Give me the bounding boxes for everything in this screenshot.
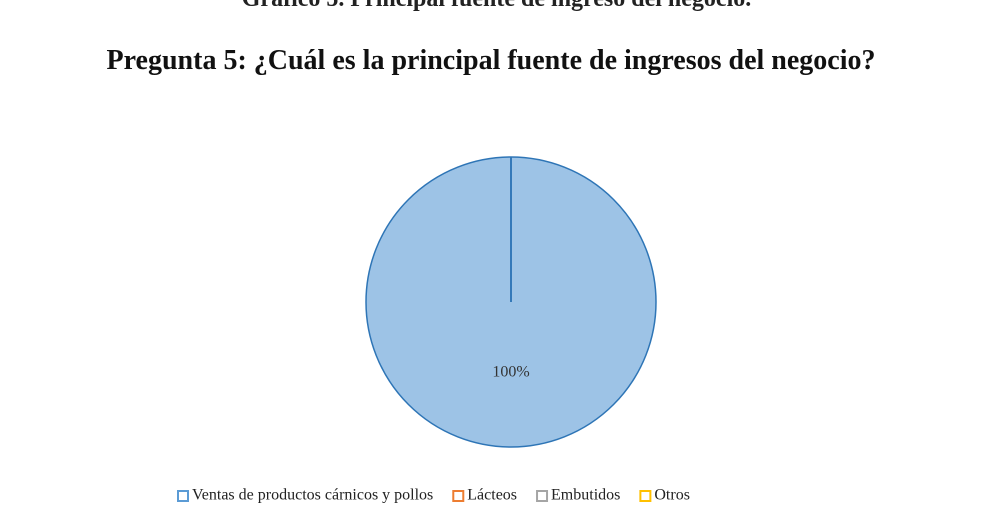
chart-title: Pregunta 5: ¿Cuál es la principal fuente…	[106, 45, 876, 76]
caption: Gráfico 5. Principal fuente de ingreso d…	[0, 0, 993, 13]
legend-swatch	[177, 490, 189, 502]
legend-swatch	[639, 490, 652, 502]
legend-label: Lácteos	[467, 487, 517, 504]
legend-label: Ventas de productos cárnicos y pollos	[192, 487, 433, 504]
legend-swatch	[536, 490, 549, 502]
legend-label: Otros	[654, 487, 690, 504]
data-label: 100%	[492, 364, 529, 381]
legend-swatch	[452, 490, 465, 502]
legend-label: Embutidos	[551, 487, 620, 504]
